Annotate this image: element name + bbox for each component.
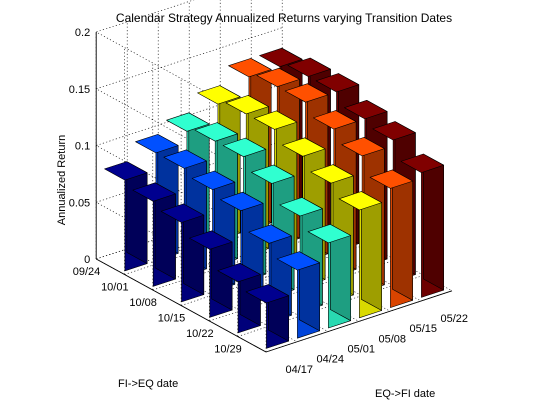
ticks-layer: 0 0.05 0.1 0.15 0.2 09/2410/0110/0810/1510/22… (69, 27, 468, 376)
y-tick-label: 05/22 (441, 313, 469, 325)
x-axis-label: FI->EQ date (118, 378, 178, 390)
bar-10/29-05/01 (307, 224, 352, 329)
y-tick-label: 04/17 (286, 364, 314, 376)
z-tick-label: 0.15 (69, 84, 90, 96)
bar-10/29-05/15 (369, 169, 414, 308)
bar-09/24-04/17 (104, 161, 148, 272)
bar-10/01-04/17 (132, 182, 176, 287)
x-tick-label: 10/08 (129, 297, 157, 309)
y-tick-label: 05/01 (348, 344, 376, 356)
z-tick-label: 0.2 (75, 27, 90, 39)
y-axis-label: EQ->FI date (375, 388, 435, 400)
bar-10/29-05/22 (400, 153, 445, 298)
chart-title: Calendar Strategy Annualized Returns var… (116, 11, 452, 25)
bar-10/29-04/24 (276, 251, 321, 339)
x-tick-label: 10/01 (101, 281, 129, 293)
y-tick-label: 04/24 (317, 354, 345, 366)
bars-layer (104, 47, 445, 349)
x-tick-label: 10/29 (214, 343, 242, 355)
x-tick-label: 09/24 (73, 266, 101, 278)
y-tick-label: 05/15 (410, 323, 438, 335)
z-axis-label: Annualized Return (56, 135, 68, 226)
z-tick-label: 0 (84, 254, 90, 266)
z-tick-label: 0.05 (69, 197, 90, 209)
bar-10/29-04/17 (245, 284, 290, 349)
z-tick-label: 0.1 (75, 141, 90, 153)
y-tick-label: 05/08 (379, 333, 407, 345)
y-axis-line (265, 290, 453, 353)
bar-10/29-05/08 (338, 191, 383, 319)
x-tick-label: 10/22 (186, 328, 214, 340)
x-axis-line (95, 258, 267, 353)
x-tick-label: 10/15 (158, 312, 186, 324)
